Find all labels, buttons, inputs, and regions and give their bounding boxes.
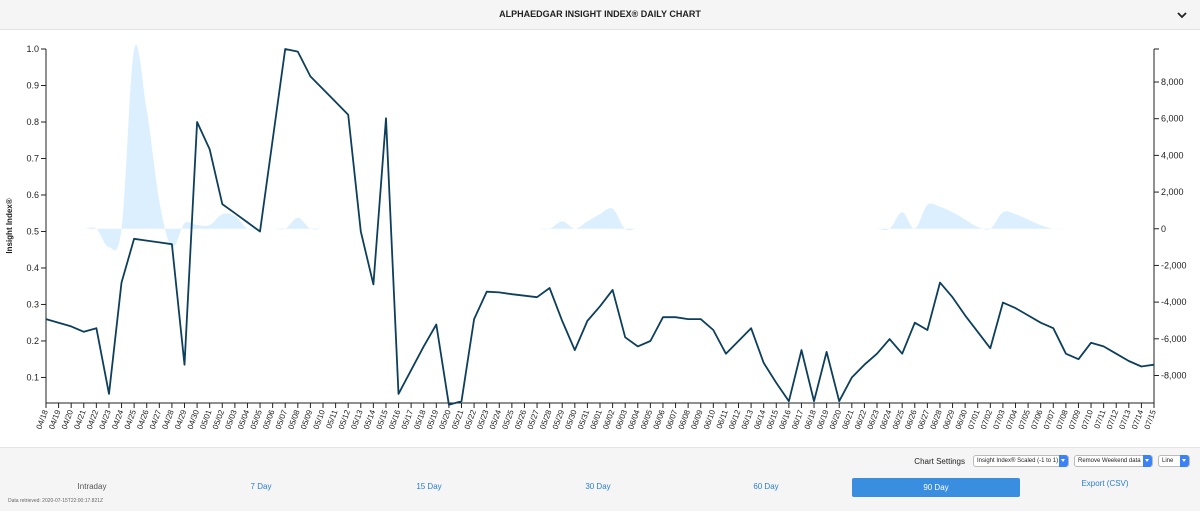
- export-csv-link[interactable]: Export (CSV): [1081, 479, 1129, 488]
- y-tick-label-right: -6,000: [1161, 334, 1187, 344]
- y-tick-label-right: 0: [1161, 224, 1166, 234]
- chart-settings: Chart Settings Insight Index® Scaled (-1…: [914, 455, 1190, 467]
- scale-select-value: Insight Index® Scaled (-1 to 1): [977, 458, 1059, 464]
- range-90-day-button[interactable]: 90 Day: [852, 478, 1020, 497]
- y-tick-label-right: -4,000: [1161, 297, 1187, 307]
- chart-type-select[interactable]: Line: [1158, 455, 1190, 467]
- range-7-day-button[interactable]: 7 Day: [250, 482, 272, 491]
- y-tick-label-right: -8,000: [1161, 370, 1187, 380]
- scale-select[interactable]: Insight Index® Scaled (-1 to 1): [973, 455, 1069, 467]
- chevron-down-icon: [1180, 455, 1189, 467]
- chart-footer: Chart Settings Insight Index® Scaled (-1…: [0, 447, 1200, 511]
- insight-index-chart: 0.1 0.2 0.3 0.4 0.5 0.6 0.7 0.8 0.9 1.0 -8,000 -6,0…: [5, 44, 1187, 431]
- y-tick-label-left: 0.2: [26, 336, 39, 346]
- y-tick-label-right: 8,000: [1161, 77, 1184, 87]
- y-tick-label-left: 0.1: [26, 372, 39, 382]
- range-intraday-button[interactable]: Intraday: [77, 482, 107, 491]
- weekend-select-value: Remove Weekend data: [1078, 458, 1141, 464]
- y-tick-label-left: 1.0: [26, 44, 39, 54]
- data-retrieved-text: Data retrieved: 2020-07-15T22:00:17.821Z: [8, 498, 104, 504]
- chart-settings-label: Chart Settings: [914, 456, 965, 466]
- chevron-down-icon: [1059, 455, 1068, 467]
- range-30-day-button[interactable]: 30 Day: [585, 482, 611, 491]
- chevron-down-icon: [1143, 455, 1152, 467]
- y-tick-label-left: 0.6: [26, 190, 39, 200]
- chart-type-select-value: Line: [1162, 458, 1174, 464]
- y-tick-label-left: 0.3: [26, 299, 39, 309]
- chart-title: ALPHAEDGAR INSIGHT INDEX® DAILY CHART: [499, 9, 701, 19]
- chart-header: ALPHAEDGAR INSIGHT INDEX® DAILY CHART: [0, 0, 1200, 30]
- y-tick-label-left: 0.9: [26, 80, 39, 90]
- volume-area: [46, 44, 1154, 251]
- y-tick-label-left: 0.4: [26, 263, 39, 273]
- range-60-day-button[interactable]: 60 Day: [753, 482, 779, 491]
- y-tick-label-right: -2,000: [1161, 260, 1187, 270]
- chevron-down-icon[interactable]: [1174, 7, 1190, 23]
- y-tick-label-right: 6,000: [1161, 114, 1184, 124]
- y-tick-label-left: 0.8: [26, 117, 39, 127]
- y-tick-label-right: 4,000: [1161, 150, 1184, 160]
- y-axis-title: Insight Index®: [5, 198, 14, 253]
- y-tick-label-right: 2,000: [1161, 187, 1184, 197]
- weekend-select[interactable]: Remove Weekend data: [1074, 455, 1153, 467]
- insight-index-line: [45, 48, 1155, 406]
- x-tick-label: 07/15: [1143, 408, 1158, 430]
- y-tick-label-left: 0.5: [26, 226, 39, 236]
- range-15-day-button[interactable]: 15 Day: [416, 482, 442, 491]
- y-tick-label-left: 0.7: [26, 153, 39, 163]
